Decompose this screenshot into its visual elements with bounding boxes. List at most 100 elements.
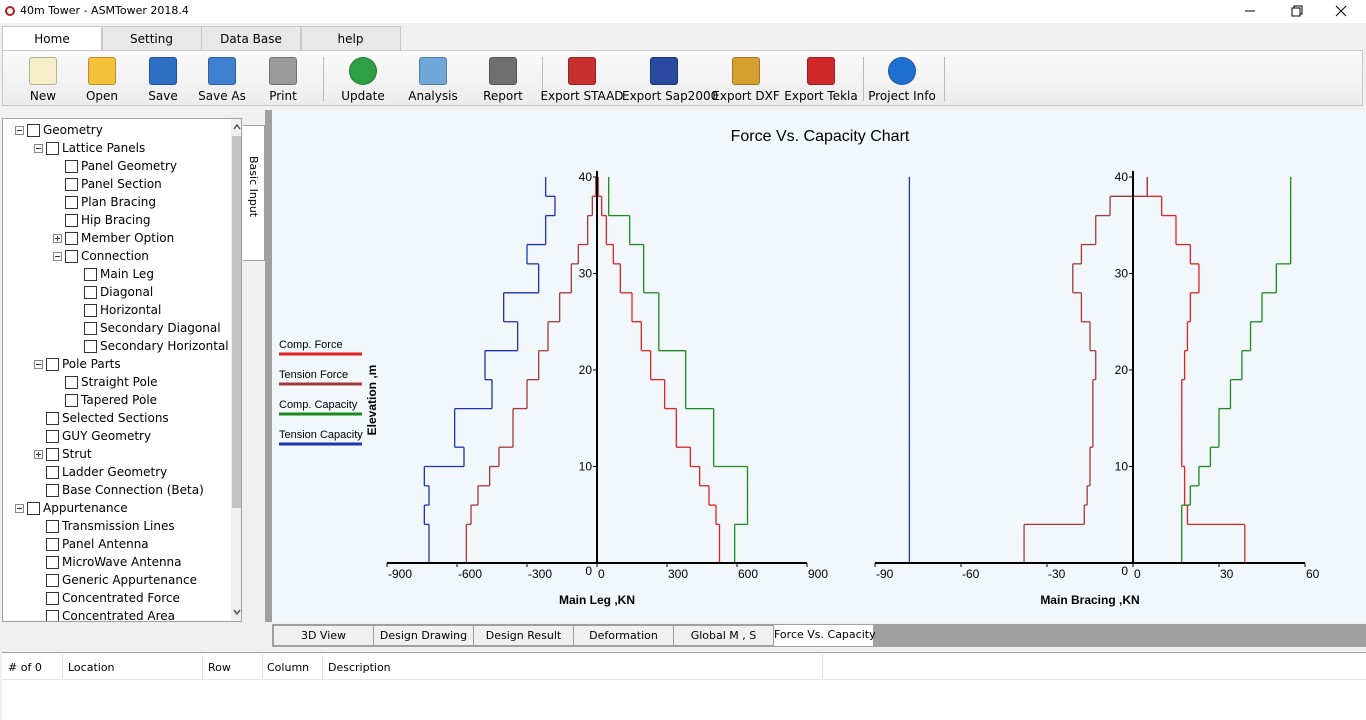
side-tab[interactable]: Basic Input (243, 125, 265, 261)
tree-item[interactable]: Pole Parts (62, 357, 121, 371)
window-controls[interactable] (1230, 0, 1366, 23)
tree-checkbox[interactable] (46, 430, 59, 443)
column-header[interactable]: # of 0 (8, 661, 42, 674)
menu-tab-label: help (337, 32, 364, 46)
tree-item[interactable]: Lattice Panels (62, 141, 146, 155)
tree-checkbox[interactable] (46, 556, 59, 569)
tree-expander[interactable] (15, 126, 24, 135)
tree-item[interactable]: Tapered Pole (81, 393, 158, 407)
tree-checkbox[interactable] (65, 178, 78, 191)
tree-item[interactable]: MicroWave Antenna (62, 555, 182, 569)
tree-item[interactable]: Transmission Lines (62, 519, 175, 533)
tree-checkbox[interactable] (84, 322, 97, 335)
toolbar-button[interactable]: Save As (198, 53, 246, 103)
tree-item[interactable]: Panel Antenna (62, 537, 149, 551)
toolbar-button[interactable]: Export STAAD (540, 53, 624, 103)
view-tab[interactable]: Deformation (573, 625, 674, 646)
tree-checkbox[interactable] (46, 358, 59, 371)
tree-checkbox[interactable] (46, 538, 59, 551)
tree-item[interactable]: Ladder Geometry (62, 465, 168, 479)
tree-checkbox[interactable] (27, 502, 40, 515)
tree-checkbox[interactable] (84, 268, 97, 281)
tree-checkbox[interactable] (84, 286, 97, 299)
column-header[interactable]: Location (68, 661, 115, 674)
tree-item[interactable]: Generic Appurtenance (62, 573, 197, 587)
toolbar-button[interactable]: Print (261, 53, 305, 103)
tree-item[interactable]: Concentrated Area (62, 609, 176, 622)
tree-expander[interactable] (15, 504, 24, 513)
tree-checkbox[interactable] (65, 160, 78, 173)
toolbar-button[interactable]: Export Tekla (784, 53, 858, 103)
toolbar-button[interactable]: Export Sap2000 (622, 53, 718, 103)
tree-checkbox[interactable] (84, 340, 97, 353)
tree-checkbox[interactable] (46, 484, 59, 497)
tree-expander[interactable] (34, 450, 43, 459)
menu-tab[interactable]: Data Base (201, 26, 301, 51)
tree-checkbox[interactable] (46, 142, 59, 155)
tree-expander[interactable] (53, 234, 62, 243)
tree-item[interactable]: Connection (81, 249, 149, 263)
tree-checkbox[interactable] (46, 466, 59, 479)
toolbar-button[interactable]: Save (141, 53, 185, 103)
tree-item[interactable]: Geometry (43, 123, 103, 137)
tree-item[interactable]: Selected Sections (62, 411, 169, 425)
tree-item[interactable]: Concentrated Force (62, 591, 180, 605)
tree-item[interactable]: Strut (62, 447, 92, 461)
toolbar-button[interactable]: Report (481, 53, 525, 103)
tree-item[interactable]: Main Leg (100, 267, 154, 281)
toolbar-button[interactable]: Update (341, 53, 385, 103)
view-tab[interactable]: 3D View (273, 625, 374, 646)
view-tab[interactable]: Design Result (473, 625, 574, 646)
column-header[interactable]: Column (267, 661, 310, 674)
menu-tab[interactable]: Setting (101, 26, 202, 51)
tree-checkbox[interactable] (65, 250, 78, 263)
tree-item[interactable]: Base Connection (Beta) (62, 483, 204, 497)
tree-checkbox[interactable] (65, 394, 78, 407)
tree-checkbox[interactable] (46, 592, 59, 605)
tree-checkbox[interactable] (65, 214, 78, 227)
toolbar-button[interactable]: Open (80, 53, 124, 103)
tree-item[interactable]: Horizontal (100, 303, 162, 317)
tree-expander[interactable] (53, 252, 62, 261)
tree-item[interactable]: Plan Bracing (81, 195, 157, 209)
tree-checkbox[interactable] (46, 412, 59, 425)
tree-expander[interactable] (34, 144, 43, 153)
menu-tab[interactable]: Home (2, 26, 102, 51)
tree-checkbox[interactable] (65, 196, 78, 209)
view-tab[interactable]: Design Drawing (373, 625, 474, 646)
tree-checkbox[interactable] (84, 304, 97, 317)
scrollbar[interactable] (231, 119, 242, 621)
tree-checkbox[interactable] (46, 520, 59, 533)
scroll-up[interactable] (231, 121, 242, 133)
view-tab-label: 3D View (300, 629, 347, 642)
view-tab[interactable]: Global M , S (673, 625, 774, 646)
tree-item[interactable]: Appurtenance (43, 501, 128, 515)
menu-tab[interactable]: help (300, 26, 401, 51)
toolbar-button[interactable]: New (21, 53, 65, 103)
view-tab[interactable]: Force Vs. Capacity (773, 624, 876, 647)
tree-item[interactable]: Panel Geometry (81, 159, 178, 173)
tree-item[interactable]: Diagonal (100, 285, 154, 299)
tree-checkbox[interactable] (65, 376, 78, 389)
scroll-down[interactable] (231, 606, 242, 618)
tree-item[interactable]: Secondary Horizontal (100, 339, 229, 353)
column-header[interactable]: Row (208, 661, 231, 674)
tree-item[interactable]: Straight Pole (81, 375, 158, 389)
tree-checkbox[interactable] (46, 574, 59, 587)
tree-checkbox[interactable] (46, 610, 59, 621)
tree-item[interactable]: Member Option (81, 231, 175, 245)
toolbar-button[interactable]: Analysis (408, 53, 458, 103)
tree-item[interactable]: Secondary Diagonal (100, 321, 221, 335)
tree-checkbox[interactable] (46, 448, 59, 461)
column-header[interactable]: Description (328, 661, 391, 674)
tree-expander[interactable] (34, 360, 43, 369)
tree-checkbox[interactable] (65, 232, 78, 245)
tree-item[interactable]: Panel Section (81, 177, 162, 191)
tree-item[interactable]: GUY Geometry (62, 429, 152, 443)
tree-item[interactable]: Hip Bracing (81, 213, 151, 227)
toolbar-button[interactable]: Export DXF (712, 53, 780, 103)
tree-checkbox[interactable] (27, 124, 40, 137)
scroll-thumb[interactable] (232, 136, 241, 508)
toolbar-button[interactable]: Project Info (868, 53, 936, 103)
splitter[interactable] (265, 110, 272, 622)
